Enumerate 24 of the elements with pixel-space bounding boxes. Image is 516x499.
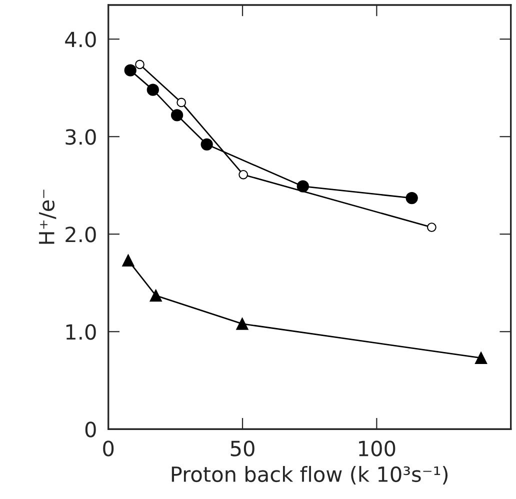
point bbox=[124, 64, 136, 76]
y-axis-title: H⁺/e⁻ bbox=[39, 190, 56, 244]
x-tick-label: 0 bbox=[103, 440, 114, 456]
y-tick-label: 2.0 bbox=[66, 226, 96, 242]
y-tick-label: 1.0 bbox=[66, 324, 96, 340]
y-tick-label: 3.0 bbox=[66, 129, 96, 145]
point bbox=[406, 192, 418, 204]
point bbox=[150, 289, 162, 302]
y-tick-label: 0 bbox=[85, 422, 96, 438]
x-axis-title: Proton back flow (k 10³s⁻¹) bbox=[172, 466, 448, 485]
y-tick-label: 4.0 bbox=[65, 32, 96, 48]
point bbox=[135, 60, 144, 70]
x-tick-label: 100 bbox=[359, 440, 396, 456]
point bbox=[146, 84, 159, 96]
point bbox=[238, 170, 248, 180]
point bbox=[200, 138, 213, 150]
point bbox=[236, 318, 248, 330]
x-tick-label: 50 bbox=[230, 440, 254, 456]
point bbox=[296, 180, 309, 192]
point bbox=[176, 98, 186, 108]
point bbox=[170, 109, 184, 122]
point bbox=[427, 222, 436, 232]
point bbox=[474, 352, 488, 364]
point bbox=[122, 254, 134, 267]
